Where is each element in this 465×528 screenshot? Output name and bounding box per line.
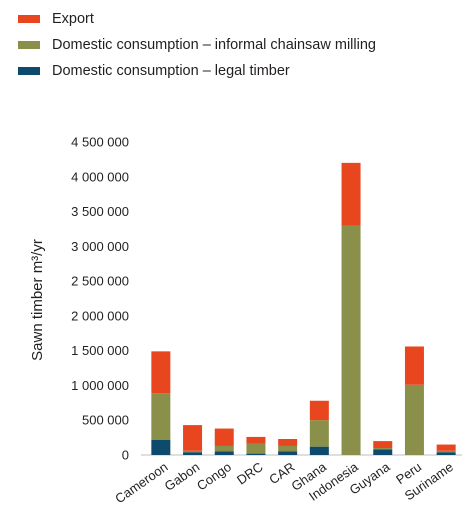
bar-segment [246,443,266,454]
bar-segment [404,384,424,455]
y-tick-label: 500 000 [82,413,129,428]
y-tick-label: 4 000 000 [71,169,129,184]
legend-label-legal-timber: Domestic consumption – legal timber [52,63,290,79]
bar-segment [436,444,456,451]
y-tick-label: 1 500 000 [71,343,129,358]
bar-segment [151,439,171,455]
x-tick-label: Gabon [162,459,203,494]
y-axis-title: Sawn timber m³/yr [29,239,46,361]
y-tick-label: 2 500 000 [71,274,129,289]
bar-stack [309,400,329,455]
bar-segment [309,400,329,421]
y-tick-label: 3 500 000 [71,204,129,219]
bar-segment [183,450,203,453]
bar-segment [214,428,234,446]
legend-item-export: Export [18,6,376,32]
bar-segment [278,445,298,452]
bar-segment [436,452,456,455]
legend-swatch-export [18,15,40,23]
bar-segment [436,450,456,453]
bar-stack [278,439,298,455]
bar-stacks [151,162,456,455]
bar-segment [183,425,203,451]
bar-stack [373,441,393,455]
bar-segment [246,436,266,444]
legend-swatch-legal-timber [18,67,40,75]
bar-segment [151,393,171,440]
bar-segment [373,449,393,455]
y-tick-label: 0 [122,448,129,463]
y-tick-label: 3 000 000 [71,239,129,254]
legend-label-informal-milling: Domestic consumption – informal chainsaw… [52,37,376,53]
x-tick-label: Congo [194,459,234,493]
y-tick-label: 1 000 000 [71,378,129,393]
bar-stack [246,436,266,455]
bar-stack [151,351,171,455]
bar-segment [309,446,329,455]
bar-segment [341,162,361,226]
chart-legend: Export Domestic consumption – informal c… [18,6,376,84]
bar-stack [341,162,361,455]
y-tick-label: 2 000 000 [71,308,129,323]
bar-segment [151,351,171,394]
bar-segment [278,451,298,455]
y-tick-label: 4 500 000 [71,135,129,150]
bar-segment [341,225,361,455]
bar-segment [373,448,393,450]
x-tick-label: DRC [234,459,266,487]
legend-label-export: Export [52,11,94,27]
y-axis: 0 500 000 1 000 000 1 500 000 2 000 000 2 500… [71,135,462,463]
legend-item-legal-timber: Domestic consumption – legal timber [18,58,376,84]
bar-segment [246,453,266,455]
bar-segment [214,445,234,452]
bar-segment [214,451,234,455]
bar-stack [436,444,456,455]
legend-item-informal-milling: Domestic consumption – informal chainsaw… [18,32,376,58]
bar-segment [373,441,393,449]
bar-stack [404,346,424,455]
bar-stack [214,428,234,455]
bar-segment [309,420,329,447]
bar-stack [183,425,203,455]
bar-segment [404,346,424,385]
bar-segment [278,439,298,446]
bar-segment [183,452,203,455]
legend-swatch-informal-milling [18,41,40,49]
